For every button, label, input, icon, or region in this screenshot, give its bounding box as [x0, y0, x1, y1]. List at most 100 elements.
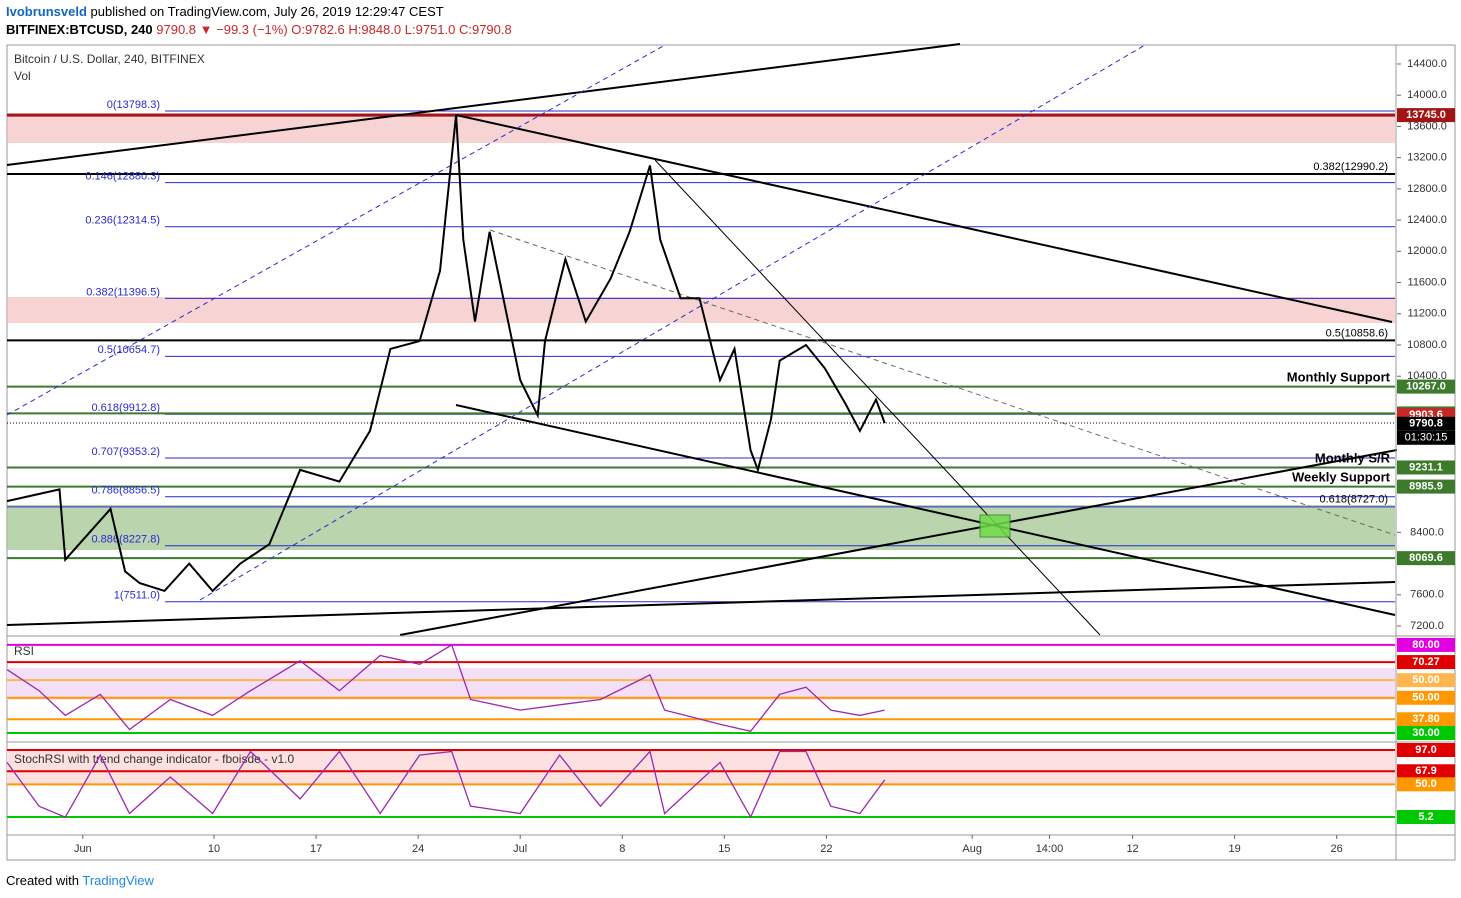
fib-label: 0.146(12880.3)	[85, 171, 160, 183]
countdown-box	[1397, 430, 1455, 445]
trend-line	[455, 114, 1393, 323]
y-tick-label: 7200.0	[1410, 620, 1444, 632]
level-label: 0.618(8727.0)	[1320, 494, 1389, 506]
trend-line	[6, 581, 1396, 626]
rsi-band	[7, 668, 1395, 700]
pane-title: StochRSI with trend change indicator - f…	[14, 752, 294, 766]
trend-line	[654, 159, 1101, 636]
y-tick-label: 12400.0	[1407, 214, 1447, 226]
y-tick-label: 13200.0	[1407, 152, 1447, 164]
fib-label: 1(7511.0)	[114, 590, 160, 602]
price-label-box	[1397, 673, 1455, 688]
y-tick-label: 8400.0	[1410, 526, 1444, 538]
fib-label: 0.618(9912.8)	[92, 402, 161, 414]
price-label: 8069.6	[1409, 552, 1443, 564]
trend-line	[455, 404, 1396, 616]
x-tick-label: 10	[208, 843, 220, 855]
note: Weekly Support	[1292, 469, 1391, 484]
target-box	[979, 514, 1011, 538]
support-zone	[7, 505, 1395, 550]
x-tick-label: 22	[820, 843, 832, 855]
x-tick-label: Jun	[74, 843, 92, 855]
fib-label: 0.382(11396.5)	[86, 286, 160, 298]
x-tick-label: Jul	[513, 843, 527, 855]
price-label-box	[1397, 479, 1455, 494]
fib-label: 0.886(8227.8)	[92, 534, 161, 546]
y-tick-label: 11600.0	[1408, 276, 1447, 288]
publish-line: Ivobrunsveld published on TradingView.co…	[6, 4, 444, 19]
note: Monthly S/R	[1315, 450, 1391, 465]
price-label-box	[1397, 777, 1455, 792]
price-label-box	[1397, 690, 1455, 705]
trend-line	[399, 449, 1398, 636]
y-tick-label: 13600.0	[1407, 120, 1447, 132]
series-line	[6, 114, 886, 593]
y-tick-label: 10800.0	[1407, 339, 1447, 351]
series-line	[6, 643, 885, 733]
fib-label: 0(13798.3)	[107, 99, 160, 111]
author: Ivobrunsveld	[6, 4, 87, 19]
price-label: 97.0	[1415, 744, 1436, 756]
price-label-box	[1397, 726, 1455, 741]
x-tick-label: 24	[412, 843, 424, 855]
level-label: 0.5(10858.6)	[1326, 327, 1388, 339]
y-tick-label: 14400.0	[1407, 58, 1447, 70]
price-label-box	[1397, 743, 1455, 758]
y-tick-label: 7600.0	[1410, 589, 1444, 601]
price-label-box	[1397, 637, 1455, 652]
price-label: 8985.9	[1409, 481, 1443, 493]
y-tick-label: 14000.0	[1407, 89, 1447, 101]
x-tick-label: 19	[1228, 843, 1240, 855]
price-label: 10267.0	[1406, 381, 1446, 393]
price-label-box	[1397, 416, 1455, 431]
price-label-box	[1397, 810, 1455, 825]
y-tick-label: 12000.0	[1407, 245, 1447, 257]
countdown: 01:30:15	[1405, 432, 1448, 444]
price-label-box	[1397, 108, 1455, 123]
level-label: 0.382(12990.2)	[1313, 161, 1388, 173]
price-label-box	[1397, 551, 1455, 566]
x-tick-label: Aug	[962, 843, 982, 855]
note: Monthly Support	[1287, 369, 1391, 384]
x-tick-label: 8	[619, 843, 625, 855]
x-tick-label: 17	[310, 843, 322, 855]
price-label-box	[1397, 764, 1455, 779]
price-label-box	[1397, 712, 1455, 727]
dashed-trend	[489, 229, 1396, 536]
pane-title: RSI	[14, 644, 34, 658]
created: Created with	[6, 873, 79, 888]
y-tick-label: 11200.0	[1408, 308, 1447, 320]
price-label-box	[1397, 460, 1455, 475]
price-label: 30.00	[1412, 727, 1440, 739]
symbol: BITFINEX:BTCUSD, 240	[6, 22, 153, 37]
chart: Bitcoin / U.S. Dollar, 240, BITFINEX Vol 1…	[6, 43, 1456, 861]
fib-label: 0.786(8856.5)	[92, 485, 161, 497]
channel-line	[199, 44, 1146, 601]
y-tick-label: 10400.0	[1407, 370, 1447, 382]
price-label: 5.2	[1418, 811, 1433, 823]
price-label-box	[1397, 655, 1455, 670]
footer: Created with TradingView	[6, 873, 154, 888]
fib-label: 0.5(10654.7)	[98, 344, 160, 356]
x-tick-label: 14:00	[1036, 843, 1064, 855]
price-label: 13745.0	[1406, 109, 1446, 121]
resistance-zone	[7, 113, 1395, 143]
quote: 9790.8 ▼ −99.3 (−1%) O:9782.6 H:9848.0 L…	[156, 22, 512, 37]
brand: TradingView	[82, 873, 154, 888]
fib-label: 0.236(12314.5)	[85, 215, 160, 227]
price-label: 50.00	[1412, 674, 1440, 686]
quote-line: BITFINEX:BTCUSD, 240 9790.8 ▼ −99.3 (−1%…	[6, 22, 512, 37]
price-label: 50.00	[1412, 692, 1440, 704]
price-label: 70.27	[1412, 656, 1440, 668]
price-label: 9231.1	[1409, 461, 1443, 473]
pane-title: Bitcoin / U.S. Dollar, 240, BITFINEX	[14, 52, 205, 66]
price-label: 9790.8	[1409, 418, 1443, 430]
x-tick-label: 12	[1126, 843, 1138, 855]
x-tick-label: 15	[718, 843, 730, 855]
trend-line	[6, 43, 961, 166]
price-label: 67.9	[1415, 765, 1436, 777]
price-label-box	[1397, 379, 1455, 394]
channel-line	[6, 44, 666, 416]
y-tick-label: 12800.0	[1407, 183, 1447, 195]
